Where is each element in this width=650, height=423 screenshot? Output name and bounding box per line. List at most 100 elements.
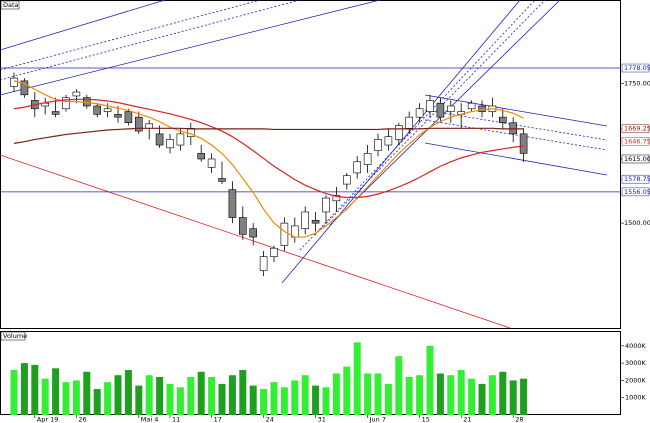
x-tick-label: Mai 4 [141,416,159,423]
trend-line [424,94,608,127]
price-label-box [621,187,650,197]
x-tick-label: 24 [266,416,274,423]
title-box [0,0,20,10]
volume-bar [384,383,392,415]
price-label-box [621,63,650,73]
candle-body [332,194,341,202]
volume-bar [291,380,299,415]
volume-bar [249,385,257,415]
candle-body [478,105,486,112]
trend-line [0,154,511,329]
volume-tick-label: 4000K [625,342,647,350]
trend-line [0,0,261,71]
candle-body [228,189,237,218]
price-label-box [621,137,650,146]
candle-body [426,100,434,112]
volume-bar [31,364,39,415]
x-tick-label: Apr 19 [37,416,59,423]
volume-bar [353,342,361,415]
volume-tick-label: 3000K [625,359,647,367]
volume-bar [260,389,268,415]
volume-bar [187,376,195,415]
candle-body [353,161,362,174]
y-tick-label: 1500.00 [624,219,650,227]
volume-bar [114,375,122,415]
candle-body [519,133,528,154]
price-panel [0,0,621,329]
candle-body [415,108,424,118]
candle-body [363,153,372,165]
volume-bar [478,383,486,415]
candle-body [51,111,60,115]
volume-bar [374,373,382,415]
x-tick-label: 28 [515,416,523,423]
volume-bar [468,378,476,415]
candle-body [498,116,507,124]
candle-body [311,220,320,224]
volume-bar [520,378,528,415]
candle-body [405,116,414,129]
candle-body [467,102,476,110]
moving-average [13,127,524,144]
candle-body [394,125,403,140]
candle-body [114,114,122,118]
trend-lines [0,0,608,329]
volume-bar [166,383,174,415]
candle-body [155,133,164,146]
candle-body [249,228,257,238]
candle-body [62,97,70,110]
trend-line [299,0,536,251]
price-label-box [621,124,650,133]
x-tick-label: 21 [463,416,471,423]
volume-bar [72,380,80,415]
candle-body [124,111,133,124]
volume-bar [343,366,351,415]
candle-body [280,222,289,246]
candle-body [197,153,205,160]
y-tick-label: 1750.00 [624,80,650,88]
candle-body [207,158,216,168]
candle-body [10,77,18,87]
x-tick-label: 15 [422,416,430,423]
volume-bar [395,356,403,415]
volume-bar [416,375,424,415]
candle-body [446,105,455,112]
chart-title: Data [3,1,19,9]
volume-bar [52,368,60,415]
x-tick-label: 31 [318,416,326,423]
candle-body [342,175,351,185]
x-tick-label: 17 [214,416,222,423]
volume-bar [488,375,496,415]
price-label: 1615.00 [624,155,650,163]
volume-bar [436,373,444,415]
moving-average [13,98,524,199]
trend-line [424,119,608,151]
volume-bar [62,382,70,415]
price-label-box [621,154,650,164]
volume-bar [312,385,320,415]
volume-panel [0,331,621,415]
volume-bar [156,376,164,415]
volume-tick-label: 1000K [625,394,647,402]
candle-body [436,102,445,118]
volume-bar [301,375,309,415]
trend-line [329,0,561,226]
x-tick-label: Jun 7 [369,416,386,423]
trend-line [281,0,521,284]
candle-body [384,136,393,146]
volume-bar [208,376,216,415]
volume-bar [322,387,330,415]
volume-bar [83,371,91,415]
trend-line [424,142,608,176]
volume-bar [197,371,205,415]
volume-bar [135,385,143,415]
price-label: 1578.75 [624,175,650,183]
candle-body [166,139,174,149]
x-tick-label: 26 [78,416,86,423]
x-tick-label: 11 [172,416,180,423]
volume-bar [457,370,465,415]
volume-bar [499,371,507,415]
volume-bar [239,370,247,415]
candle-body [322,197,330,213]
candle-body [145,123,153,129]
